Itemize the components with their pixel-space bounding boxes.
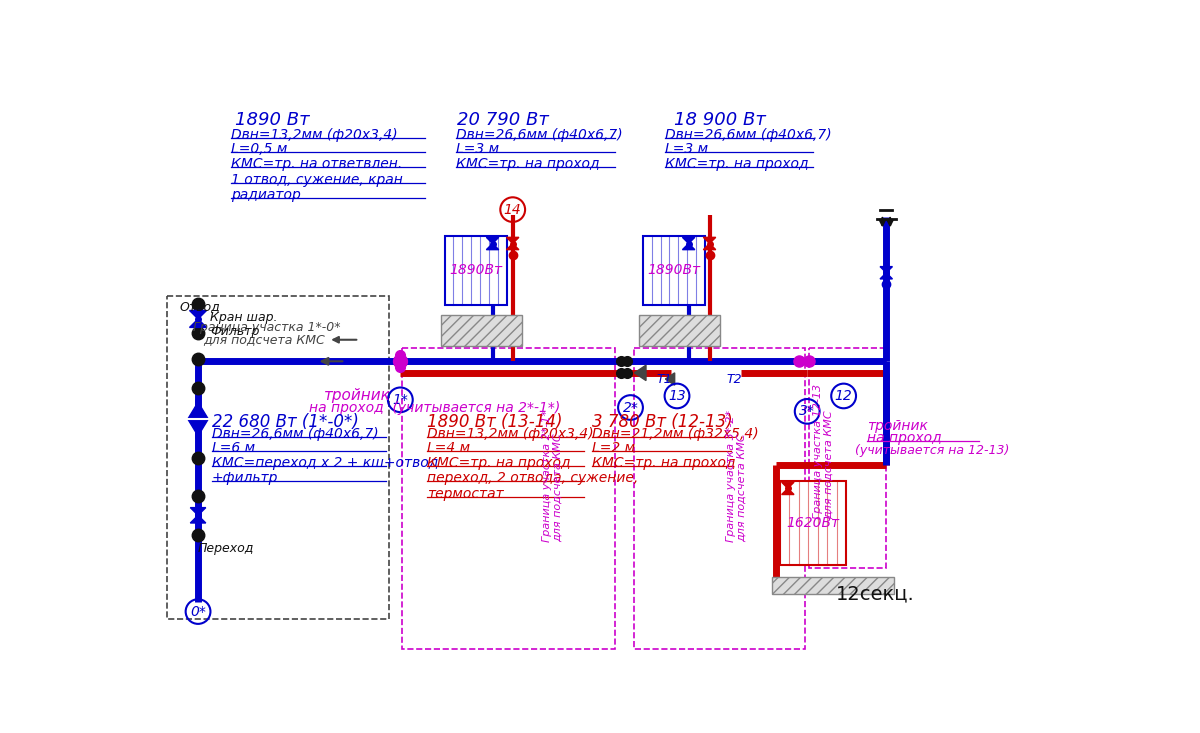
Bar [640,315,720,346]
Text: Граница участка 2*-1*: Граница участка 2*-1* [542,410,552,542]
Text: 0*: 0* [190,605,206,619]
Polygon shape [191,508,206,523]
Text: 18 900 Вт: 18 900 Вт [673,111,766,129]
Text: на проход: на проход [866,432,942,446]
Bar [167,296,389,619]
Text: Переход: Переход [198,542,254,556]
Text: 1890Вт: 1890Вт [449,263,502,278]
Bar [780,481,846,565]
Text: КМС=тр. на проход: КМС=тр. на проход [456,158,600,172]
Polygon shape [665,373,674,385]
Polygon shape [781,482,794,495]
Text: 1*: 1* [392,393,408,407]
Polygon shape [486,237,499,250]
Text: для подсчета КМС: для подсчета КМС [203,333,324,346]
Text: 12секц.: 12секц. [836,585,914,603]
Text: 1890 Вт: 1890 Вт [235,111,310,129]
Text: КМС=тр. на проход: КМС=тр. на проход [592,456,736,470]
Text: 3 780 Вт (12-13): 3 780 Вт (12-13) [592,413,732,431]
Text: 1620Вт: 1620Вт [786,516,840,530]
Text: Граница участка 1*-0*: Граница участка 1*-0* [193,321,340,334]
Text: 3*: 3* [799,405,815,419]
Text: L=3 м: L=3 м [665,142,708,156]
Text: для подсчета КМС: для подсчета КМС [737,434,748,542]
Text: T2: T2 [726,373,742,386]
Text: для подсчета КМС: для подсчета КМС [553,434,563,542]
Text: +фильтр: +фильтр [212,471,278,485]
Text: КМС=тр. на проход: КМС=тр. на проход [665,158,809,172]
Text: на проход  (учитывается на 2*-1*): на проход (учитывается на 2*-1*) [308,400,560,415]
Text: Dвн=26,6мм (ф40х6,7): Dвн=26,6мм (ф40х6,7) [456,128,623,142]
Text: 1 отвод, сужение, кран: 1 отвод, сужение, кран [232,173,403,187]
Text: Dвн=13,2мм (ф20х3,4): Dвн=13,2мм (ф20х3,4) [427,427,594,441]
Text: Dвн=13,2мм (ф20х3,4): Dвн=13,2мм (ф20х3,4) [232,128,398,142]
Polygon shape [188,402,209,436]
Bar [635,348,805,649]
Text: L=0,5 м: L=0,5 м [232,142,288,156]
Text: переход, 2 отвода, сужение,: переход, 2 отвода, сужение, [427,471,638,485]
Text: 1890 Вт (13-14): 1890 Вт (13-14) [427,413,563,431]
Text: Dвн=26,6мм (ф40х6,7): Dвн=26,6мм (ф40х6,7) [665,128,832,142]
Text: Dвн=21,2мм (ф32х5,4): Dвн=21,2мм (ф32х5,4) [592,427,758,441]
Text: (учитывается на 12-13): (учитывается на 12-13) [856,443,1009,457]
Text: Граница участка 3*-2*: Граница участка 3*-2* [726,410,737,542]
Text: КМС=тр. на ответвлен.: КМС=тр. на ответвлен. [232,158,403,172]
Text: Кран шар.: Кран шар. [210,312,278,324]
Text: T1: T1 [656,373,672,386]
Polygon shape [506,237,518,250]
Polygon shape [683,237,695,250]
Bar [440,315,522,346]
Text: радиатор: радиатор [232,188,301,202]
Text: 22 680 Вт (1*-0*): 22 680 Вт (1*-0*) [212,413,359,431]
Text: Отвод: Отвод [180,300,221,313]
Text: 12: 12 [835,389,852,403]
Bar [444,236,506,305]
Text: 20 790 Вт: 20 790 Вт [457,111,548,129]
Polygon shape [703,237,715,250]
Text: КМС=тр. на проход: КМС=тр. на проход [427,456,571,470]
Text: тройник: тройник [324,388,391,403]
Polygon shape [880,267,893,279]
Text: L=4 м: L=4 м [427,441,470,454]
Text: 2*: 2* [623,400,638,414]
Text: КМС=переход х 2 + кш+отвод: КМС=переход х 2 + кш+отвод [212,456,438,470]
Text: термостат: термостат [427,487,504,501]
Text: L=6 м: L=6 м [212,441,256,454]
Text: L=2 м: L=2 м [592,441,635,454]
Text: 1890Вт: 1890Вт [647,263,701,278]
Text: 14: 14 [504,202,522,217]
Text: Граница участка 12-13: Граница участка 12-13 [814,384,823,519]
Text: для подсчета КМС: для подсчета КМС [824,410,834,519]
Bar [643,236,704,305]
Bar [773,577,894,594]
Bar [809,348,887,567]
Text: Dвн=26,6мм (ф40х6,7): Dвн=26,6мм (ф40х6,7) [212,427,379,441]
Text: 13: 13 [668,389,686,403]
Text: тройник: тройник [866,419,928,433]
Polygon shape [190,311,206,328]
Polygon shape [635,365,646,380]
Text: Фильтр: Фильтр [210,325,260,338]
Text: L=3 м: L=3 м [456,142,499,156]
Bar [402,348,616,649]
